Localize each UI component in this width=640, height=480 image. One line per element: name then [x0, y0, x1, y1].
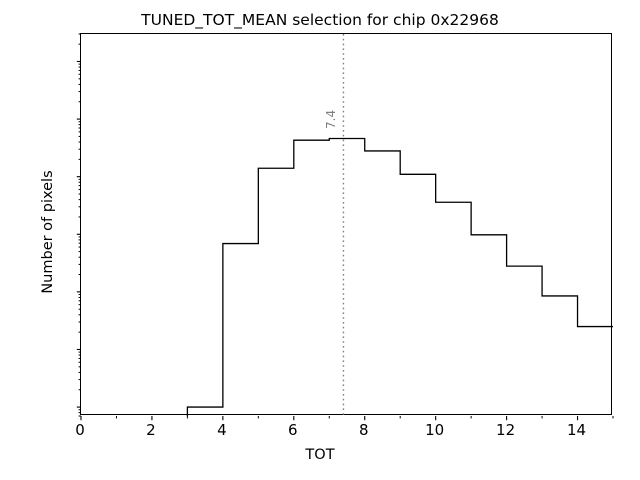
x-tick-label: 2 [146, 421, 156, 439]
plot-area [76, 33, 614, 421]
plot-svg [76, 33, 614, 421]
histogram-step-line [186, 137, 613, 416]
threshold-annotation-label: 7.4 [324, 109, 339, 129]
y-axis-ticks [76, 33, 81, 417]
x-axis-ticks [80, 416, 614, 421]
x-tick-label: 4 [217, 421, 227, 439]
x-tick-label: 14 [566, 421, 587, 439]
x-tick-label: 6 [288, 421, 298, 439]
y-axis-label: Number of pixels [40, 170, 56, 294]
x-tick-label: 10 [425, 421, 445, 439]
x-tick-label: 12 [496, 421, 516, 439]
x-tick-label: 0 [75, 421, 85, 439]
x-axis-label: TOT [305, 447, 335, 463]
chart-title: TUNED_TOT_MEAN selection for chip 0x2296… [141, 11, 499, 29]
x-tick-label: 8 [358, 421, 369, 439]
